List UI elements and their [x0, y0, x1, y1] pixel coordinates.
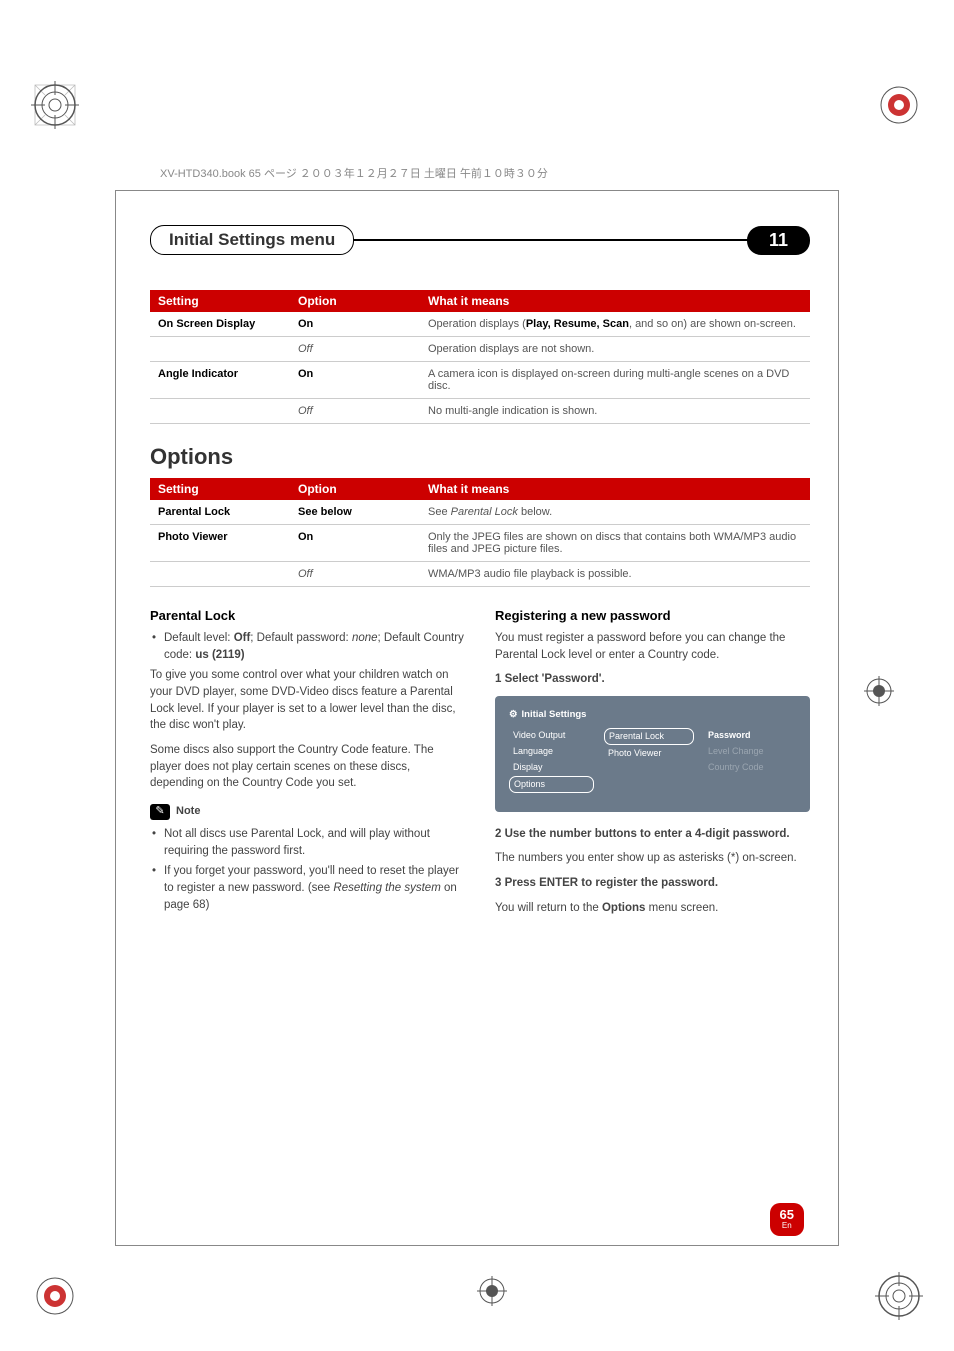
- register-desc: You must register a password before you …: [495, 630, 810, 663]
- step-1: 1 Select 'Password'.: [495, 671, 810, 688]
- left-column: Parental Lock Default level: Off; Defaul…: [150, 607, 465, 925]
- note-item: Not all discs use Parental Lock, and wil…: [150, 826, 465, 859]
- parental-desc-1: To give you some control over what your …: [150, 667, 465, 734]
- col-meaning: What it means: [420, 290, 810, 312]
- page-number-badge: 65 En: [770, 1203, 804, 1236]
- osd-menu-item: Display: [509, 760, 594, 775]
- registration-mark-icon: [30, 80, 80, 130]
- osd-initial-settings-panel: ⚙ Initial Settings Video OutputLanguageD…: [495, 696, 810, 812]
- registration-mark-icon: [864, 676, 894, 706]
- table-row: Parental LockSee belowSee Parental Lock …: [150, 500, 810, 525]
- register-password-heading: Registering a new password: [495, 607, 810, 626]
- section-heading-options: Options: [150, 444, 810, 470]
- osd-menu-item: Video Output: [509, 728, 594, 743]
- table-row: Photo ViewerOnOnly the JPEG files are sh…: [150, 525, 810, 562]
- page-lang: En: [780, 1222, 794, 1231]
- osd-menu-item: Parental Lock: [604, 728, 694, 745]
- chapter-badge: 11: [747, 226, 810, 255]
- title-line: [353, 239, 748, 241]
- table-row: OffWMA/MP3 audio file playback is possib…: [150, 562, 810, 587]
- page-number: 65: [780, 1207, 794, 1222]
- display-settings-table: Setting Option What it means On Screen D…: [150, 290, 810, 424]
- col-option: Option: [290, 290, 420, 312]
- col-meaning: What it means: [420, 478, 810, 500]
- registration-mark-icon: [874, 1271, 924, 1321]
- registration-mark-icon: [477, 1276, 507, 1306]
- page-title: Initial Settings menu: [150, 225, 354, 255]
- gear-icon: ⚙: [509, 708, 518, 722]
- note-header: ✎ Note: [150, 804, 465, 820]
- step-2-desc: The numbers you enter show up as asteris…: [495, 850, 810, 867]
- note-label: Note: [176, 804, 200, 820]
- osd-menu-item: Photo Viewer: [604, 746, 694, 761]
- step-3-desc: You will return to the Options menu scre…: [495, 900, 810, 917]
- title-bar: Initial Settings menu 11: [150, 225, 810, 255]
- osd-menu-item: Options: [509, 776, 594, 793]
- step-2: 2 Use the number buttons to enter a 4-di…: [495, 826, 810, 843]
- book-header-note: XV-HTD340.book 65 ページ ２００３年１２月２７日 土曜日 午前…: [160, 165, 548, 181]
- parental-lock-heading: Parental Lock: [150, 607, 465, 626]
- default-settings-bullet: Default level: Off; Default password: no…: [150, 630, 465, 663]
- osd-title: ⚙ Initial Settings: [509, 708, 796, 722]
- registration-mark-icon: [30, 1271, 80, 1321]
- osd-menu-item: Level Change: [704, 744, 796, 759]
- col-setting: Setting: [150, 290, 290, 312]
- step-3: 3 Press ENTER to register the password.: [495, 875, 810, 892]
- parental-desc-2: Some discs also support the Country Code…: [150, 742, 465, 792]
- col-setting: Setting: [150, 478, 290, 500]
- right-column: Registering a new password You must regi…: [495, 607, 810, 925]
- osd-menu-item: Language: [509, 744, 594, 759]
- osd-menu-item: Country Code: [704, 760, 796, 775]
- pencil-icon: ✎: [150, 804, 170, 820]
- table-row: OffNo multi-angle indication is shown.: [150, 399, 810, 424]
- osd-menu-item: Password: [704, 728, 796, 743]
- note-item: If you forget your password, you'll need…: [150, 863, 465, 913]
- options-table: Setting Option What it means Parental Lo…: [150, 478, 810, 587]
- col-option: Option: [290, 478, 420, 500]
- registration-mark-icon: [874, 80, 924, 130]
- table-row: On Screen DisplayOnOperation displays (P…: [150, 312, 810, 337]
- table-row: Angle IndicatorOnA camera icon is displa…: [150, 362, 810, 399]
- table-row: OffOperation displays are not shown.: [150, 337, 810, 362]
